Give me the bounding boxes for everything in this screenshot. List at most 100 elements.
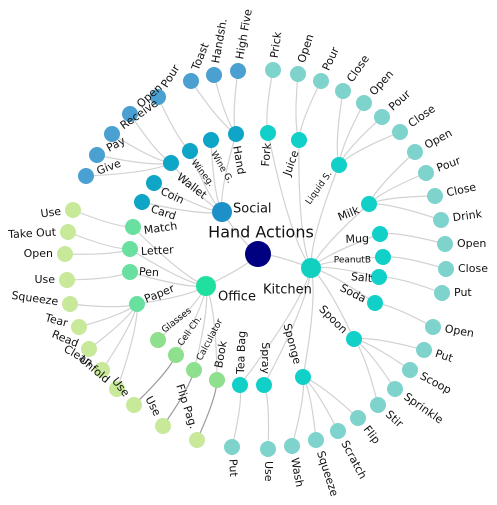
- edge: [378, 276, 443, 294]
- object-label-letter: Letter: [141, 243, 175, 258]
- edge: [233, 70, 239, 135]
- edge: [291, 376, 305, 447]
- object-label-mug: Mug: [345, 232, 369, 246]
- leaf-label-flip: Flip: [361, 423, 383, 446]
- group-node-social: [212, 202, 232, 222]
- object-node-card: [134, 194, 150, 210]
- leaf-label-open: Open: [24, 247, 53, 260]
- edge: [368, 172, 427, 205]
- object-node-calculator: [186, 362, 202, 378]
- leaf-node-drink: [433, 212, 449, 228]
- leaf-label-close: Close: [458, 262, 488, 275]
- leaf-node-pay: [89, 147, 105, 163]
- object-node-salt: [371, 269, 387, 285]
- object-label-coin: Coin: [158, 185, 186, 207]
- leaf-label-open: Open: [457, 237, 486, 250]
- leaf-node-use: [65, 202, 81, 218]
- leaf-node-pour: [150, 89, 166, 105]
- object-label-tea-bag: Tea Bag: [234, 331, 249, 376]
- leaf-node-flip: [350, 410, 366, 426]
- object-node-book: [209, 372, 225, 388]
- leaf-label-wash: Wash: [288, 457, 306, 488]
- edge: [368, 203, 442, 221]
- object-label-salt: Salt: [350, 270, 373, 285]
- edge: [302, 376, 359, 419]
- group-node-office: [196, 276, 216, 296]
- object-node-tea-bag: [232, 377, 248, 393]
- leaf-node-scratch: [330, 423, 346, 439]
- object-label-peanutb: PeanutB: [334, 256, 371, 266]
- leaf-node-put: [224, 439, 240, 455]
- edge: [382, 256, 447, 270]
- edge: [72, 209, 134, 228]
- group-label-office: Office: [218, 290, 256, 305]
- leaf-node-open: [407, 144, 423, 160]
- leaf-node-open: [57, 246, 73, 262]
- object-node-juice: [291, 132, 307, 148]
- leaf-label-pour: Pour: [158, 62, 182, 90]
- leaf-label-pour: Pour: [386, 87, 413, 113]
- leaf-node-high-five: [230, 63, 246, 79]
- object-node-wine-g: [203, 132, 219, 148]
- leaf-label-toast: Toast: [189, 40, 212, 73]
- group-label-social: Social: [233, 202, 272, 217]
- leaf-node-close: [392, 124, 408, 140]
- leaf-label-squeeze: Squeeze: [314, 449, 341, 498]
- edge: [66, 271, 131, 281]
- leaf-label-put: Put: [434, 347, 456, 365]
- leaf-node-flip-pag: [189, 432, 205, 448]
- object-label-paper: Paper: [142, 282, 176, 306]
- group-node-kitchen: [301, 258, 321, 278]
- object-label-fork: Fork: [259, 142, 274, 167]
- leaf-label-scoop: Scoop: [418, 369, 454, 396]
- object-node-pen: [122, 264, 138, 280]
- edge: [353, 338, 379, 406]
- object-label-soda: Soda: [338, 281, 368, 305]
- leaf-node-handsh: [206, 67, 222, 83]
- leaf-label-open: Open: [295, 32, 316, 64]
- leaf-node-put: [416, 342, 432, 358]
- edge: [64, 248, 131, 255]
- leaf-label-close: Close: [445, 180, 477, 199]
- leaf-node-receive: [104, 126, 120, 142]
- leaf-node-squeeze: [62, 296, 78, 312]
- object-node-match: [125, 219, 141, 235]
- edge: [374, 302, 434, 328]
- object-label-match: Match: [143, 219, 178, 237]
- leaf-label-open: Open: [367, 68, 396, 99]
- object-node-spray: [256, 377, 272, 393]
- leaf-node-open: [437, 236, 453, 252]
- leaf-label-close: Close: [406, 102, 438, 130]
- leaf-node-close: [427, 188, 443, 204]
- leaf-node-squeeze: [308, 432, 324, 448]
- leaf-label-put: Put: [454, 286, 472, 299]
- leaf-node-use: [126, 397, 142, 413]
- edge: [263, 384, 270, 450]
- leaf-label-sprinkle: Sprinkle: [401, 390, 445, 426]
- leaf-node-take-out: [60, 224, 76, 240]
- leaf-label-use: Use: [142, 394, 163, 418]
- leaf-label-flip-pag: Flip Pag.: [173, 382, 200, 430]
- edge: [295, 73, 300, 141]
- leaf-label-use: Use: [34, 273, 55, 286]
- edge: [231, 384, 242, 448]
- object-label-pen: Pen: [139, 265, 160, 279]
- object-label-hand: Hand: [230, 145, 248, 176]
- edge: [379, 232, 446, 245]
- leaf-node-open: [122, 106, 138, 122]
- edge: [353, 338, 396, 390]
- leaf-node-stir: [370, 397, 386, 413]
- leaf-node-unfold: [109, 381, 125, 397]
- leaf-node-toast: [183, 73, 199, 89]
- edge: [336, 90, 344, 166]
- object-node-hand: [228, 126, 244, 142]
- leaf-node-sprinkle: [387, 381, 403, 397]
- leaf-node-open: [425, 319, 441, 335]
- object-node-liquid-s: [331, 157, 347, 173]
- leaf-node-pour: [374, 109, 390, 125]
- leaf-node-prick: [265, 62, 281, 78]
- leaf-node-pour: [313, 73, 329, 89]
- leaf-node-close: [335, 83, 351, 99]
- leaf-label-open: Open: [444, 322, 475, 340]
- leaf-node-pour: [418, 165, 434, 181]
